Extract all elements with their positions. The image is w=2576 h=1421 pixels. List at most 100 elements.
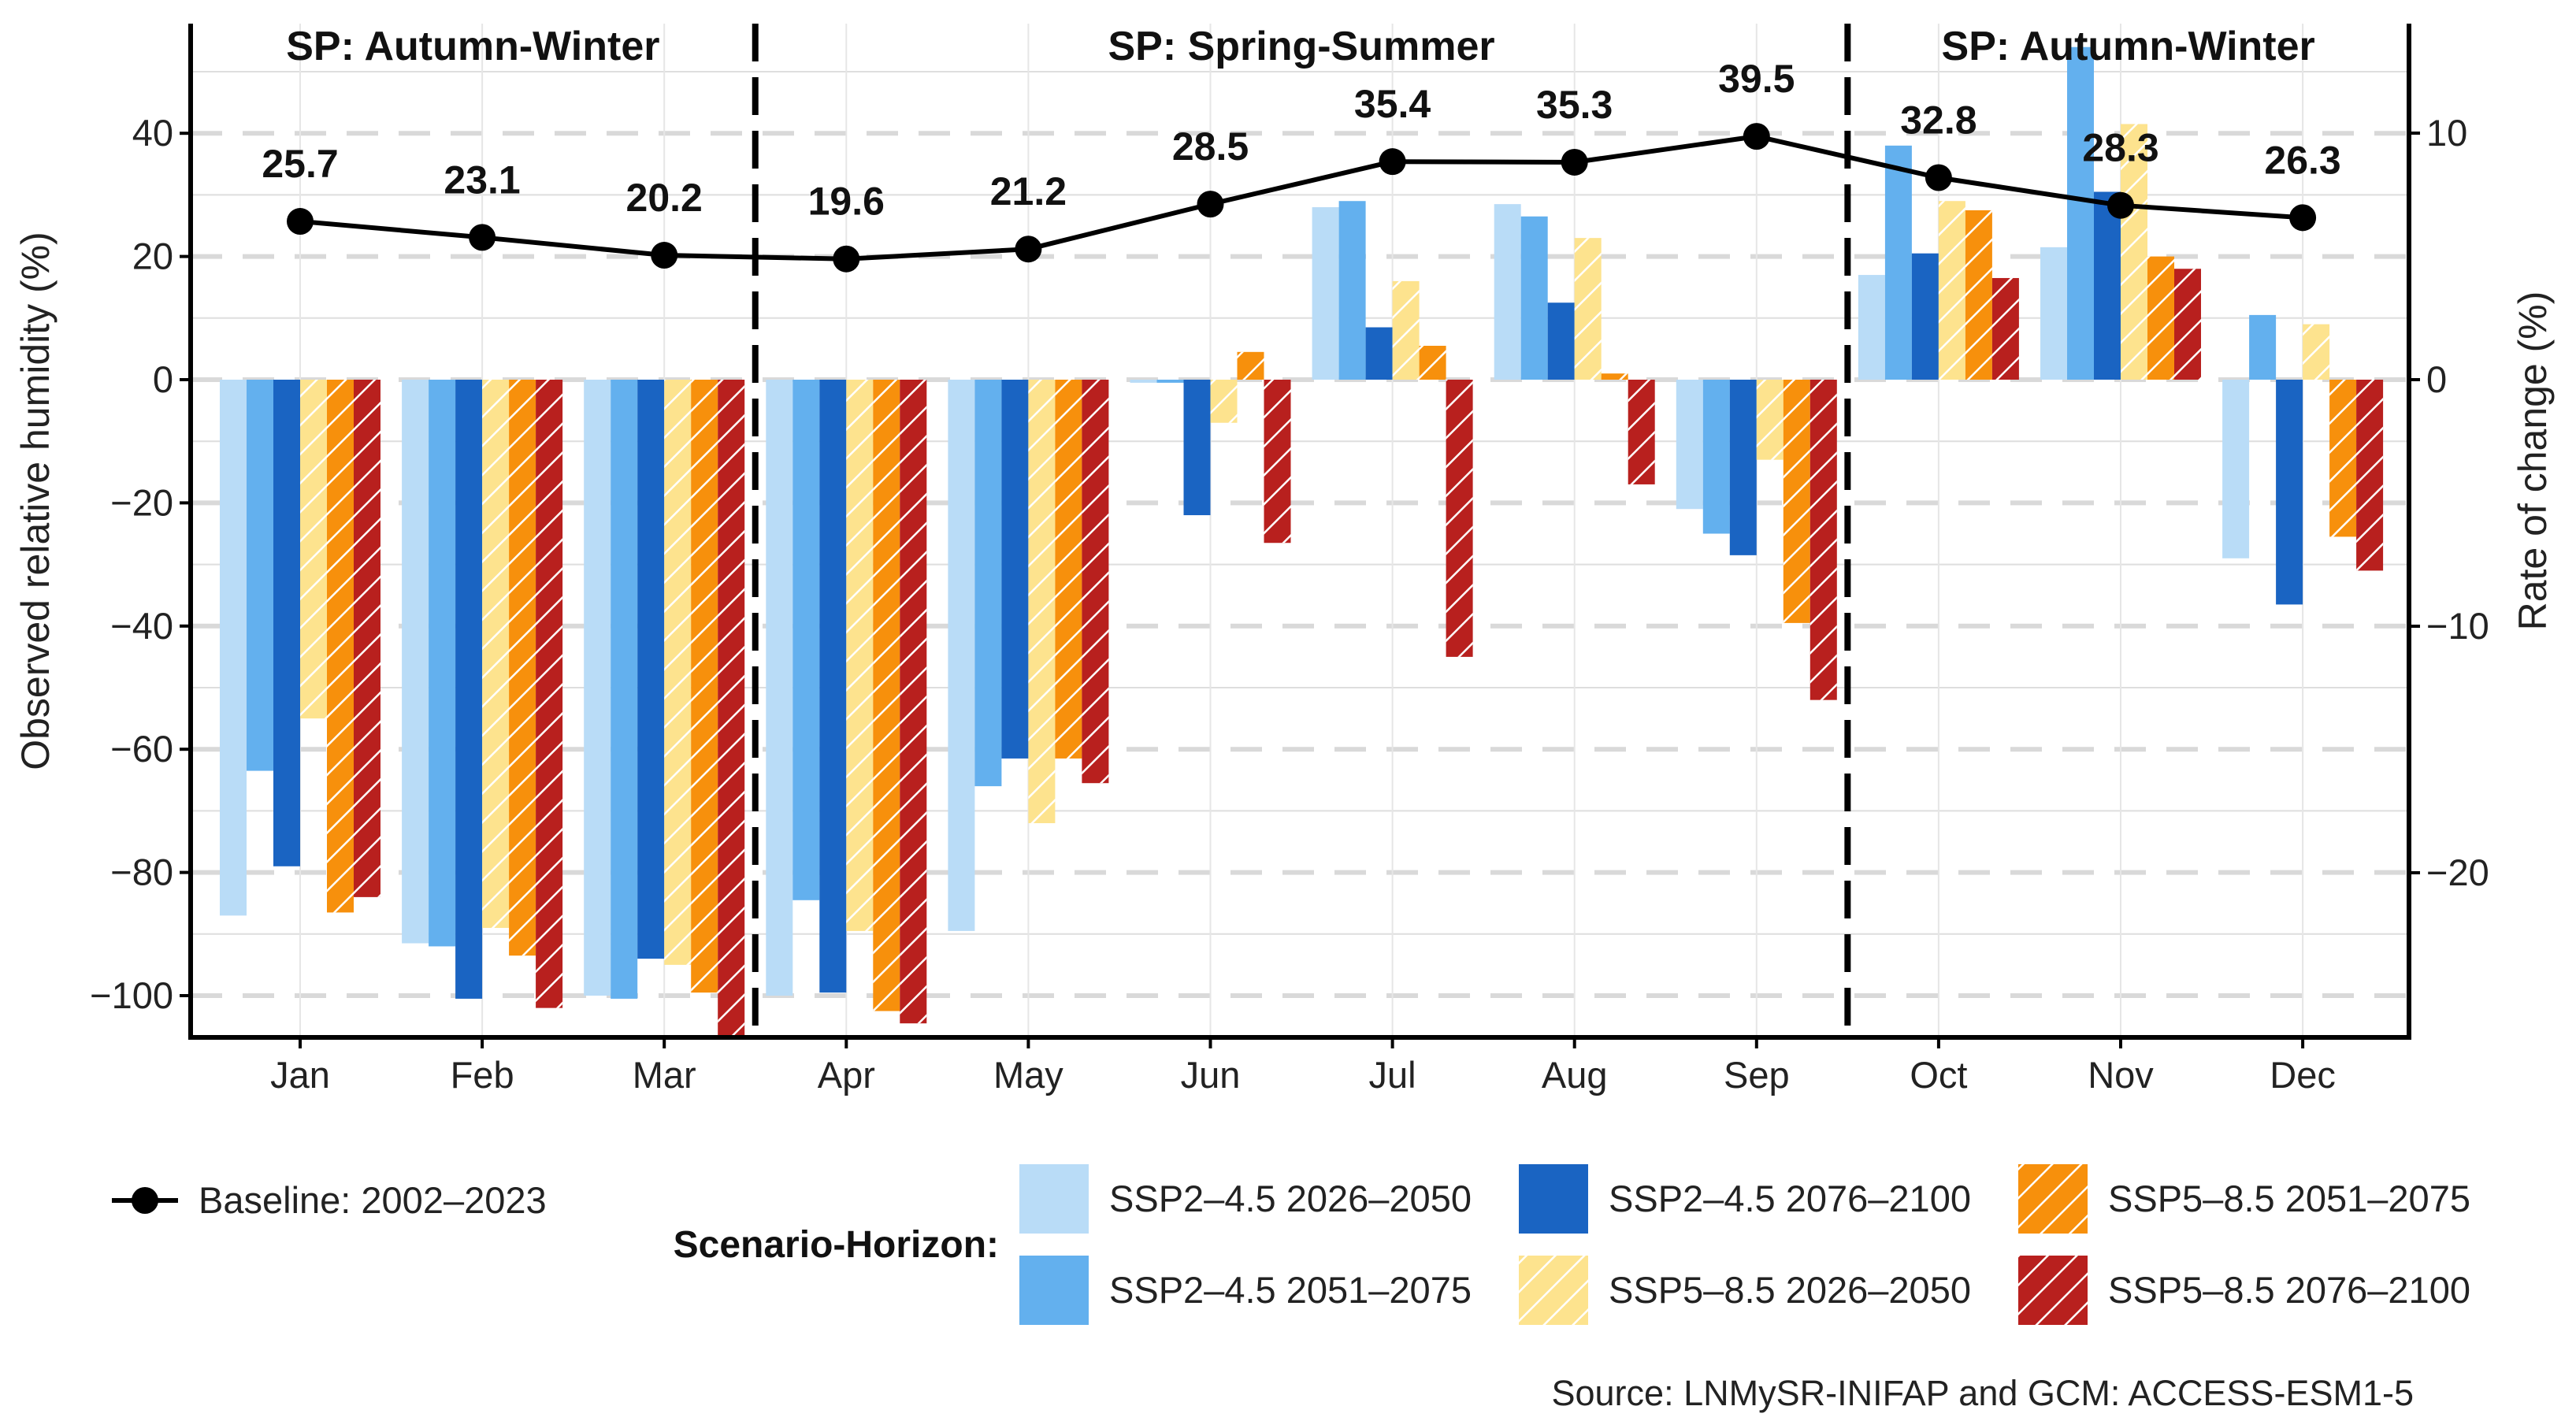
baseline-value-label: 26.3 — [2264, 138, 2340, 182]
legend-item: SSP5–8.5 2026–2050 — [1519, 1256, 1971, 1325]
baseline-point — [1561, 148, 1588, 176]
left-tick-label: 20 — [132, 236, 173, 277]
bar-hatch — [2356, 380, 2384, 571]
legend-item: SSP2–4.5 2076–2100 — [1519, 1164, 1971, 1234]
x-tick-label: Aug — [1542, 1054, 1608, 1096]
baseline-point — [1379, 148, 1406, 176]
baseline-value-label: 35.4 — [1354, 82, 1431, 126]
baseline-value-label: 32.8 — [1900, 98, 1977, 143]
bar-hatch — [2303, 324, 2330, 380]
bar-hatch — [2329, 380, 2357, 537]
left-tick-label: 0 — [153, 358, 173, 400]
bar — [792, 380, 820, 900]
x-tick-label: Jul — [1369, 1054, 1416, 1096]
right-tick-label: −10 — [2426, 605, 2489, 647]
bar-hatch — [1055, 380, 1082, 759]
legend-item: SSP2–4.5 2026–2050 — [1019, 1164, 1472, 1234]
bar-hatch — [482, 380, 510, 928]
bar — [1130, 380, 1157, 383]
right-tick-label: 0 — [2426, 358, 2447, 400]
bar — [2067, 46, 2094, 380]
legend-label: SSP5–8.5 2076–2100 — [2108, 1269, 2470, 1311]
season-label: SP: Spring-Summer — [1108, 24, 1494, 69]
bar — [1494, 204, 1521, 380]
legend-title: Scenario-Horizon: — [674, 1224, 999, 1266]
bar — [1338, 201, 1366, 380]
legend-swatch-hatch — [2018, 1164, 2088, 1234]
bar-hatch — [1237, 351, 1264, 380]
baseline-value-label: 19.6 — [808, 180, 885, 224]
baseline-point — [2107, 191, 2134, 219]
x-tick-label: Feb — [451, 1054, 514, 1096]
bar — [273, 380, 300, 866]
bar-hatch — [1756, 380, 1784, 460]
bar — [2249, 314, 2277, 380]
bar-hatch — [1601, 373, 1628, 380]
bar-hatch — [1991, 277, 2019, 380]
x-tick-label: Dec — [2270, 1054, 2336, 1096]
legend-swatch — [1019, 1164, 1089, 1234]
baseline-point — [1197, 191, 1224, 218]
bar-hatch — [509, 380, 536, 956]
bar — [220, 380, 247, 916]
bar — [1183, 380, 1211, 516]
baseline-value-label: 25.7 — [262, 142, 338, 186]
bar-hatch — [1628, 380, 1655, 484]
bar-hatch — [1574, 238, 1602, 380]
bar — [1858, 275, 1885, 380]
left-tick-label: −20 — [110, 481, 173, 523]
baseline-point — [1925, 164, 1952, 191]
left-tick-label: −80 — [110, 851, 173, 893]
bar — [611, 380, 638, 999]
bar — [1547, 302, 1575, 380]
baseline-line — [299, 134, 2303, 262]
bar — [819, 380, 847, 993]
bar — [2040, 247, 2067, 380]
left-tick-label: 40 — [132, 112, 173, 154]
baseline-point — [1015, 236, 1042, 263]
left-tick-label: −40 — [110, 605, 173, 647]
bar-hatch — [664, 380, 692, 965]
bar — [1884, 145, 1912, 380]
bar-hatch — [1210, 380, 1238, 423]
bar-hatch — [718, 380, 745, 1037]
bar-hatch — [327, 380, 354, 913]
bar — [637, 380, 665, 959]
bar-hatch — [846, 380, 874, 931]
baseline-point — [469, 224, 496, 251]
legend-label: SSP5–8.5 2051–2075 — [2108, 1178, 2470, 1219]
legend-swatch — [1019, 1256, 1089, 1325]
legend-item: SSP2–4.5 2051–2075 — [1019, 1256, 1472, 1325]
right-tick-label: 10 — [2426, 112, 2467, 154]
bar — [2276, 380, 2303, 605]
right-tick-label: −20 — [2426, 851, 2489, 893]
bar-hatch — [1419, 345, 1446, 380]
legend-label: SSP2–4.5 2051–2075 — [1109, 1269, 1472, 1311]
bar — [1702, 380, 1730, 534]
baseline-value-label: 39.5 — [1718, 57, 1795, 101]
bar-hatch — [1082, 380, 1109, 784]
bar-hatch — [691, 380, 718, 993]
bar-hatch — [1446, 380, 1473, 657]
legend-label: SSP2–4.5 2026–2050 — [1109, 1178, 1472, 1219]
left-axis-title: Observed relative humidity (%) — [13, 232, 58, 770]
bar — [455, 380, 483, 999]
season-label: SP: Autumn-Winter — [286, 24, 659, 69]
legend-baseline-marker — [132, 1187, 158, 1214]
left-tick-label: −60 — [110, 728, 173, 770]
bar-hatch — [900, 380, 927, 1024]
baseline-value-label: 21.2 — [990, 169, 1067, 213]
source-note: Source: LNMySR-INIFAP and GCM: ACCESS-ES… — [1551, 1373, 2414, 1413]
bar — [1365, 327, 1393, 380]
baseline-value-label: 28.3 — [2082, 126, 2158, 170]
bar — [2094, 191, 2121, 380]
bar — [974, 380, 1002, 787]
bar-hatch — [354, 380, 380, 897]
baseline-value-label: 28.5 — [1172, 124, 1249, 169]
x-tick-label: Sep — [1724, 1054, 1790, 1096]
x-tick-label: Apr — [818, 1054, 875, 1096]
baseline-value-label: 20.2 — [626, 176, 703, 220]
x-tick-label: Jan — [270, 1054, 330, 1096]
baseline-point — [1743, 123, 1770, 150]
